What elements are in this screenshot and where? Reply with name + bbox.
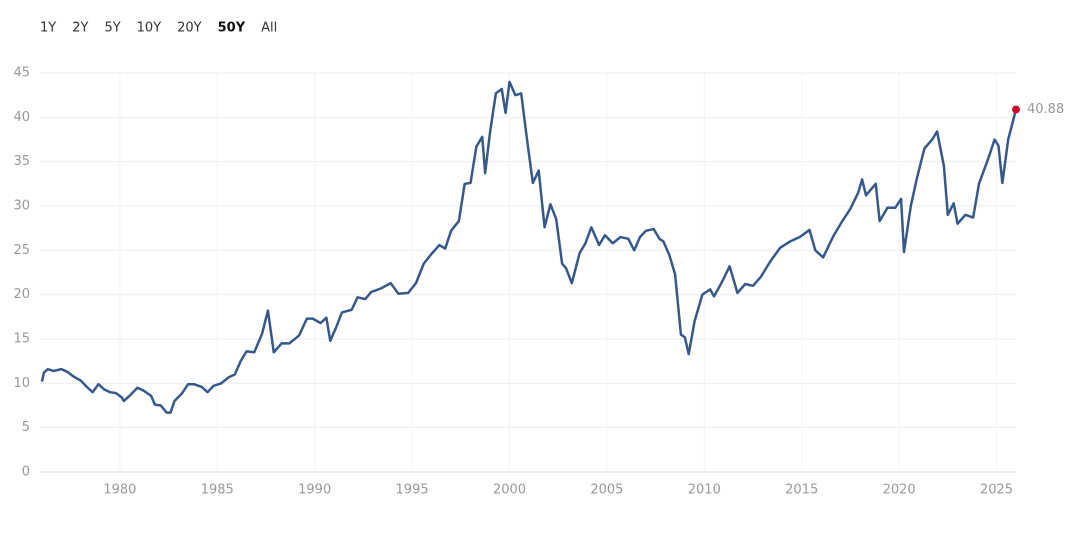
range-button[interactable]: 20Y	[177, 21, 202, 36]
y-tick-label: 30	[13, 199, 30, 214]
last-value-label: 40.88	[1027, 102, 1064, 117]
y-tick-label: 20	[13, 287, 30, 302]
y-tick-label: 5	[22, 420, 30, 435]
x-tick-label: 2025	[980, 483, 1013, 498]
line	[40, 80, 1018, 414]
x-tick-label: 2005	[590, 483, 623, 498]
x-tick-label: 2015	[785, 483, 818, 498]
range-button[interactable]: All	[261, 21, 277, 36]
x-tick-label: 1990	[298, 483, 331, 498]
range-button[interactable]: 50Y	[218, 21, 246, 36]
y-tick-label: 25	[13, 243, 30, 258]
range-button[interactable]: 5Y	[104, 21, 120, 36]
last-point	[1012, 105, 1020, 114]
y-tick-label: 40	[13, 110, 30, 125]
range-button[interactable]: 2Y	[72, 21, 88, 36]
x-tick-label: 2020	[883, 483, 916, 498]
x-tick-label: 1980	[103, 483, 136, 498]
x-tick-label: 1985	[201, 483, 234, 498]
range-button[interactable]: 10Y	[137, 21, 162, 36]
y-tick-label: 45	[13, 66, 30, 81]
y-tick-label: 0	[22, 465, 30, 480]
y-tick-label: 35	[13, 154, 30, 169]
x-tick-label: 1995	[396, 483, 429, 498]
y-tick-label: 10	[13, 376, 30, 391]
x-tick-label: 2000	[493, 483, 526, 498]
y-tick-label: 15	[13, 332, 30, 347]
range-button[interactable]: 1Y	[40, 21, 56, 36]
x-tick-label: 2010	[688, 483, 721, 498]
